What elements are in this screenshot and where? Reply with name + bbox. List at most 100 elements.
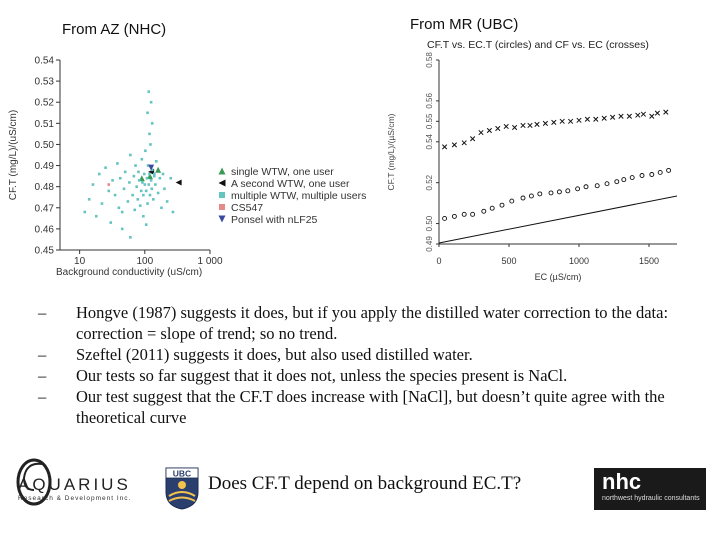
left-chart: 0.45 0.46 0.47 0.48 0.49 0.50 0.51 0.52 0.53 0.54… [8,56,366,279]
left-x-tick-label: 1 000 [197,256,222,267]
right-circle-point [621,177,627,183]
left-data-point [142,172,146,176]
right-cross-point [559,118,565,124]
ubc-logo: UBC [165,467,199,510]
left-data-point [146,173,153,180]
right-cross-point [542,120,549,126]
left-legend-label: multiple WTW, multiple users [231,190,366,202]
left-legend-marker [218,167,226,175]
left-data-point [171,210,175,214]
left-data-point [146,202,149,205]
left-data-point [122,187,126,191]
bullet-text: Szeftel (2011) suggests it does, but als… [76,345,473,364]
right-circle-point [537,191,543,197]
left-data-point [144,149,147,153]
right-y-axis-label: CF.T (mg/L)/(µS/cm) [386,113,396,190]
right-circle-point [594,183,600,189]
left-data-point [134,164,137,167]
left-data-point [128,181,131,184]
left-data-point [83,210,87,214]
left-data-point [148,164,155,171]
left-y-axis-label: CF.T (mg/L)/(uS/cm) [8,110,19,200]
left-y-tick-label: 0.45 [35,246,55,257]
left-data-point [147,90,151,93]
left-data-point [137,179,141,182]
left-data-point [146,164,150,167]
right-cross-point [649,113,655,119]
left-data-point [150,168,154,172]
right-circle-point [499,202,505,208]
right-circle-point [565,188,571,194]
left-data-point [131,193,134,197]
bullet-dash: – [38,366,47,385]
left-y-tick-label: 0.49 [35,161,55,172]
right-circle-point [629,175,635,181]
right-y-tick-label: 0.52 [425,174,434,190]
bullet-item: – Hongve (1987) suggests it does, but if … [38,302,708,344]
nhc-logo-word: nhc [602,469,642,494]
right-plot-area: CF.T vs. EC.T (circles) and CF vs. EC (c… [386,39,678,282]
left-data-point [107,183,111,186]
left-data-point [149,100,153,104]
left-y-tick-label: 0.46 [35,224,55,235]
left-data-point [91,183,95,186]
left-data-point [139,189,143,193]
right-cross-point [469,136,476,142]
aquarius-logo-word: AQUARIUS [18,475,131,494]
right-cross-point [486,127,493,134]
right-cross-point [584,116,591,122]
right-circle-point [481,208,487,214]
right-cross-point [511,124,518,131]
left-data-point [136,198,140,201]
right-cross-point [663,109,669,115]
left-data-point [144,189,148,193]
right-x-tick-label: 1000 [569,256,589,266]
left-data-point [94,214,98,218]
nhc-logo: nhc northwest hydraulic consultants [594,468,706,510]
right-x-tick-label: 0 [436,256,441,266]
left-data-point [123,170,127,174]
right-cross-point [626,113,633,119]
right-chart: CF.T vs. EC.T (circles) and CF vs. EC (c… [386,39,678,282]
left-data-point [141,181,144,184]
left-data-point [138,204,142,207]
left-data-point [120,210,124,214]
left-data-point [116,162,119,165]
left-data-point [161,172,165,176]
left-data-point [113,193,117,197]
right-cross-point [503,123,509,130]
bullet-item: – Our tests so far suggest that it does n… [38,365,708,386]
right-y-tick-label: 0.50 [425,215,434,231]
left-y-tick-label: 0.50 [35,140,55,151]
left-data-point [146,111,149,115]
left-y-tick-label: 0.48 [35,182,55,193]
right-cross-point [534,121,540,128]
left-data-point [148,193,152,197]
right-circle-point [528,193,534,199]
right-chart-header: From MR (UBC) [410,16,519,33]
right-cross-point [527,122,533,129]
right-cross-point [441,144,448,150]
left-data-point [154,183,157,186]
left-data-point [100,202,104,205]
right-circle-point [614,179,620,185]
bullet-text: Hongve (1987) suggests it does, but if y… [76,303,669,343]
right-circle-point [509,198,515,204]
right-cross-point [576,117,582,123]
left-y-tick-label: 0.52 [35,98,55,109]
right-circle-point [604,181,610,187]
left-data-point [140,157,144,161]
right-y-tick-label: 0.54 [425,133,434,149]
right-circle-point [548,190,554,196]
right-cross-point [451,142,458,148]
left-data-point [156,191,160,195]
right-y-tick-label: 0.58 [425,52,434,68]
right-circle-point [470,211,476,217]
left-data-point [169,176,173,180]
left-legend-marker [218,179,226,187]
bullet-dash: – [38,345,47,364]
right-circle-point [442,215,448,221]
right-x-tick-label: 1500 [639,256,659,266]
right-y-tick-label: 0.49 [425,236,434,252]
